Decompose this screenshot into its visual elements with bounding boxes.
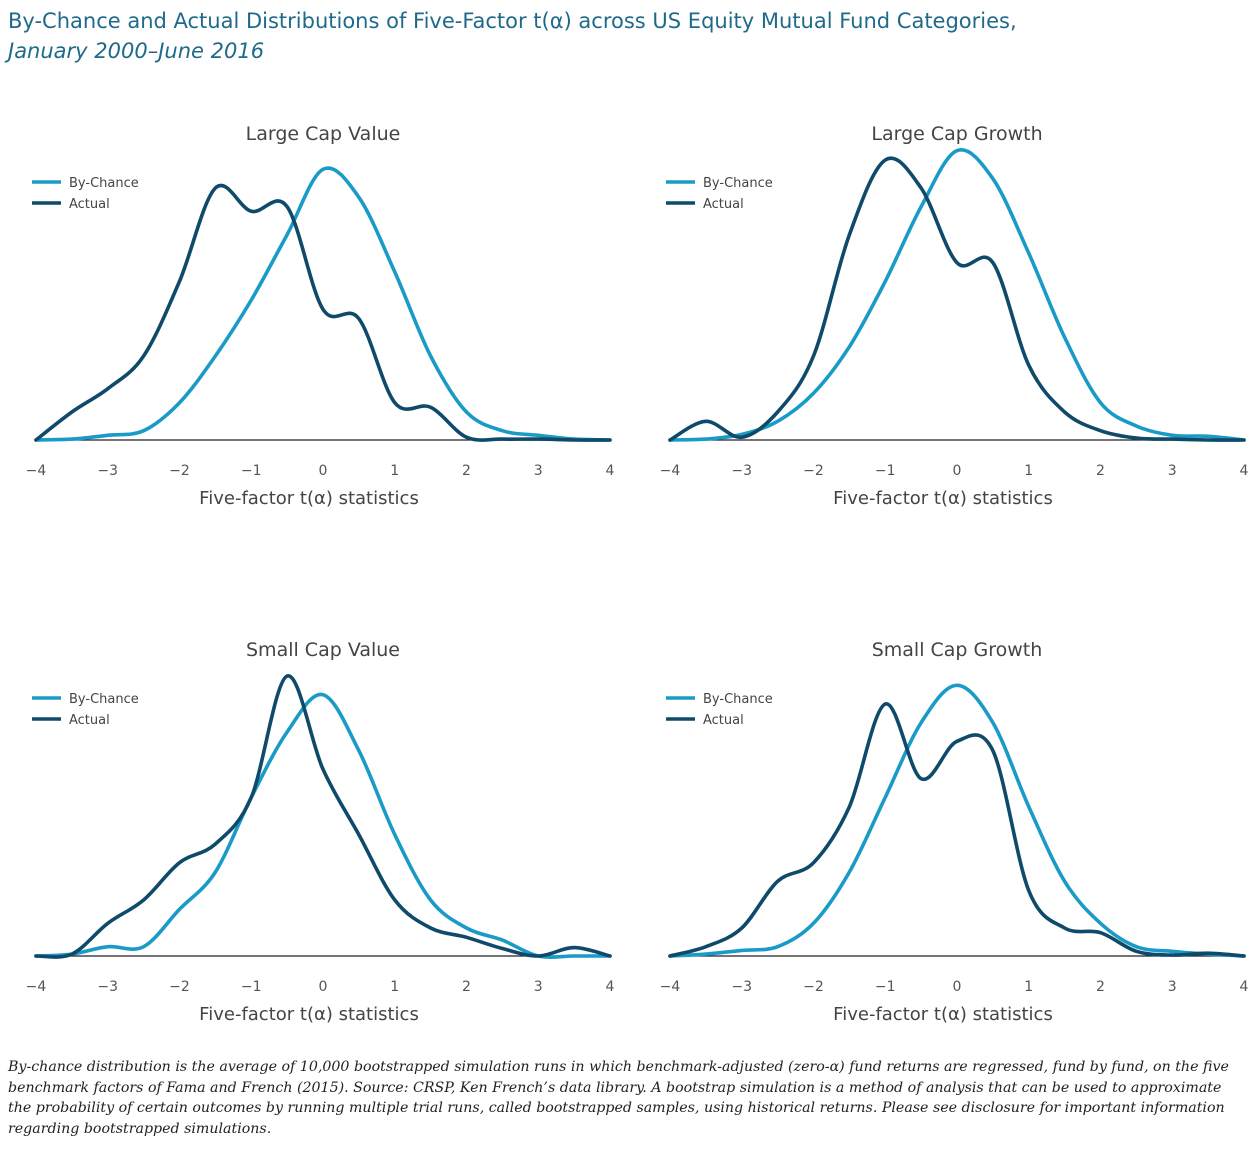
x-tick-label: 3 — [534, 463, 543, 479]
x-tick-label: −1 — [875, 463, 896, 479]
x-tick-label: −2 — [803, 979, 824, 995]
x-tick-label: −2 — [169, 979, 190, 995]
legend-label: By-Chance — [69, 692, 139, 707]
x-tick-label: −4 — [660, 463, 681, 479]
x-tick-label: −2 — [803, 463, 824, 479]
x-tick-label: 3 — [1168, 979, 1177, 995]
x-tick-label: −3 — [731, 979, 752, 995]
x-tick-label: 4 — [1240, 979, 1249, 995]
chart-panel-small-cap-value: Small Cap Value −4 −3 −2 −1 0 1 2 3 4 Five-factor … — [26, 639, 615, 1025]
x-tick-label: −1 — [241, 463, 262, 479]
x-tick-label: −1 — [875, 979, 896, 995]
x-tick-label: 0 — [319, 979, 328, 995]
x-tick-label: 1 — [390, 463, 399, 479]
x-tick-label: 0 — [319, 463, 328, 479]
x-axis-label: Five-factor t(α) statistics — [199, 1004, 419, 1025]
x-tick-label: 3 — [1168, 463, 1177, 479]
x-tick-label: −4 — [660, 979, 681, 995]
x-axis-label: Five-factor t(α) statistics — [833, 1004, 1053, 1025]
chart-panel-large-cap-value: Large Cap Value −4 −3 −2 −1 0 1 2 3 4 Five-factor … — [26, 123, 615, 509]
series-line-by-chance — [668, 683, 1246, 958]
x-tick-label: 2 — [1096, 979, 1105, 995]
x-tick-label: 2 — [462, 979, 471, 995]
x-tick-label: 2 — [462, 463, 471, 479]
x-tick-label: 0 — [953, 979, 962, 995]
x-tick-label: 4 — [606, 979, 615, 995]
legend-label: By-Chance — [69, 176, 139, 191]
legend-label: Actual — [703, 713, 744, 728]
chart-subtitle: January 2000–June 2016 — [8, 39, 265, 63]
x-tick-label: −3 — [97, 979, 118, 995]
x-tick-label: 1 — [1024, 979, 1033, 995]
x-tick-label: 1 — [1024, 463, 1033, 479]
series-line-actual — [34, 183, 612, 442]
x-tick-label: 1 — [390, 979, 399, 995]
x-tick-label: −2 — [169, 463, 190, 479]
x-tick-label: 0 — [953, 463, 962, 479]
x-axis-label: Five-factor t(α) statistics — [199, 488, 419, 509]
x-tick-label: 2 — [1096, 463, 1105, 479]
series-line-actual — [668, 156, 1246, 442]
x-tick-label: 4 — [1240, 463, 1249, 479]
chart-panel-large-cap-growth: Large Cap Growth −4 −3 −2 −1 0 1 2 3 4 Five-factor… — [660, 123, 1249, 509]
panel-title: Small Cap Value — [246, 639, 400, 661]
panel-title: Large Cap Growth — [871, 123, 1042, 145]
x-tick-label: −3 — [97, 463, 118, 479]
page-title: By-Chance and Actual Distributions of Fi… — [8, 6, 1248, 66]
x-tick-label: −4 — [26, 463, 47, 479]
chart-title: By-Chance and Actual Distributions of Fi… — [8, 9, 1017, 33]
legend-label: Actual — [69, 713, 110, 728]
panel-title: Large Cap Value — [246, 123, 401, 145]
x-tick-label: −3 — [731, 463, 752, 479]
footnote: By-chance distribution is the average of… — [8, 1059, 1229, 1137]
legend-label: Actual — [703, 197, 744, 212]
legend-label: By-Chance — [703, 692, 773, 707]
x-tick-label: −1 — [241, 979, 262, 995]
legend-label: Actual — [69, 197, 110, 212]
x-tick-label: −4 — [26, 979, 47, 995]
x-axis-label: Five-factor t(α) statistics — [833, 488, 1053, 509]
chart-panel-small-cap-growth: Small Cap Growth −4 −3 −2 −1 0 1 2 3 4 Five-factor… — [660, 639, 1249, 1025]
series-line-by-chance — [668, 148, 1246, 442]
series-line-by-chance — [34, 692, 612, 959]
series-line-actual — [668, 702, 1246, 958]
series-line-actual — [34, 674, 612, 959]
series-line-by-chance — [34, 166, 612, 442]
x-tick-label: 3 — [534, 979, 543, 995]
x-tick-label: 4 — [606, 463, 615, 479]
legend-label: By-Chance — [703, 176, 773, 191]
panel-title: Small Cap Growth — [872, 639, 1043, 661]
